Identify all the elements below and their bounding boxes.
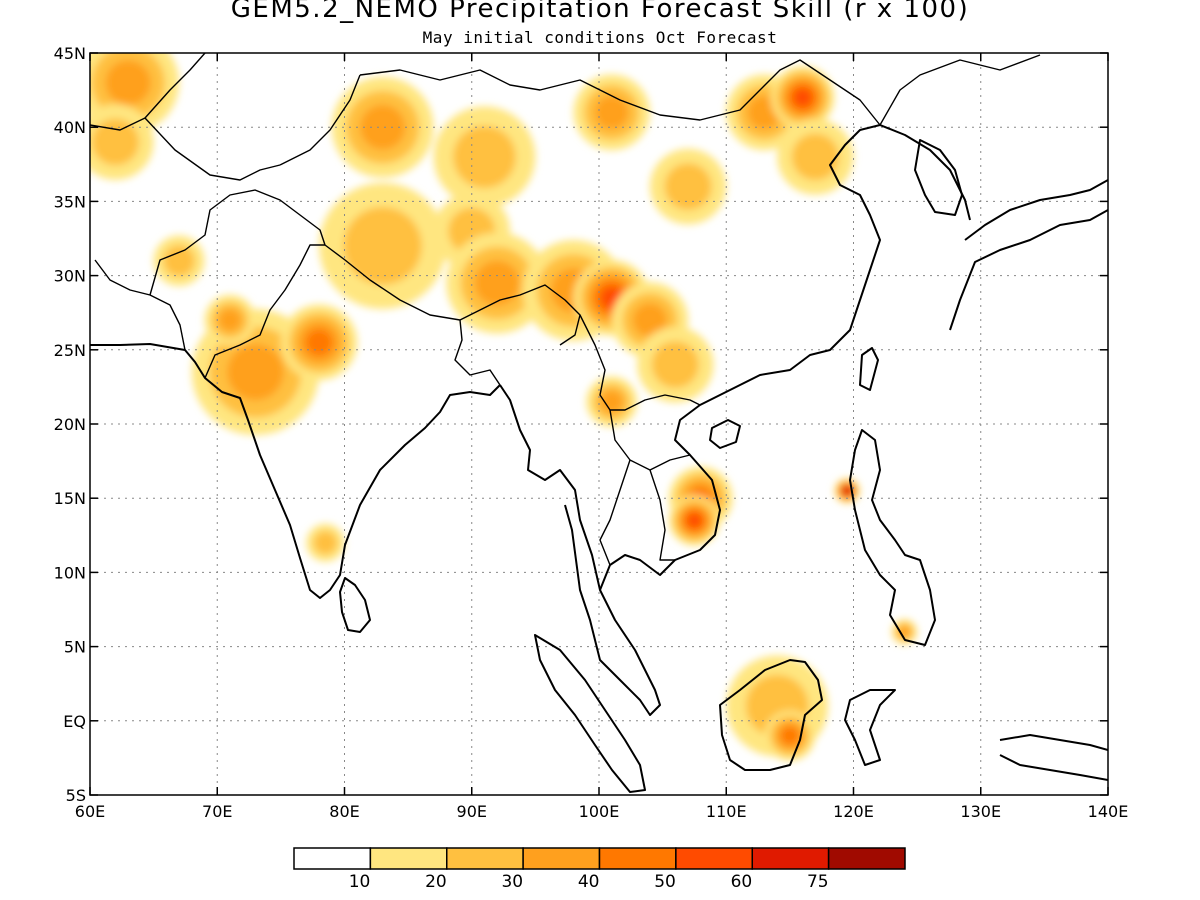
skill-region-5-band-3 — [218, 308, 242, 332]
country-border-layer — [90, 53, 1041, 566]
colorbar-swatch-1 — [369, 847, 448, 870]
x-tick-label: 110E — [706, 802, 747, 821]
colorbar-swatch-7 — [827, 847, 906, 870]
border-afghanistan — [149, 189, 326, 296]
colorbar-label: 50 — [654, 872, 676, 892]
x-tick-label: 120E — [833, 802, 874, 821]
korea-coastline — [914, 139, 963, 216]
gridlines — [90, 53, 1108, 795]
y-tick-label: EQ — [63, 712, 86, 731]
skill-region-3-band-3 — [227, 344, 284, 401]
skill-region-23-band-5 — [687, 513, 702, 528]
skill-region-8-band-3 — [360, 104, 406, 150]
malay-peninsula-coastline — [499, 384, 661, 716]
colorbar: 10 20 30 40 50 60 75 — [293, 847, 906, 892]
coastline-layer — [90, 124, 1108, 793]
sri-lanka-coastline — [339, 577, 371, 633]
skill-region-4-band-4 — [305, 329, 333, 356]
philippines-coastline — [849, 429, 936, 646]
colorbar-swatch-6 — [751, 847, 830, 870]
skill-region-14-band-3 — [632, 303, 667, 337]
colorbar-label: 10 — [349, 872, 371, 892]
border-central-asia — [144, 117, 281, 181]
border-thailand — [599, 459, 631, 566]
border-china-south — [579, 314, 701, 411]
skill-region-11-band-3 — [474, 260, 520, 306]
border-himalaya — [324, 244, 581, 346]
x-tick-label: 70E — [202, 802, 232, 821]
x-tick-label: 130E — [960, 802, 1001, 821]
x-tick-label: 80E — [329, 802, 359, 821]
taiwan-coastline — [859, 347, 879, 391]
y-tick-label: 45N — [54, 44, 86, 63]
skill-region-21-band-2 — [791, 133, 839, 181]
colorbar-label: 60 — [731, 872, 753, 892]
y-tick-label: 10N — [54, 563, 86, 582]
hainan-coastline — [709, 419, 741, 449]
china-coastline — [599, 124, 971, 591]
colorbar-swatch-5 — [675, 847, 753, 870]
skill-region-1-band-2 — [91, 118, 139, 166]
colorbar-swatch-2 — [446, 847, 524, 870]
colorbar-swatch-0 — [293, 847, 372, 870]
skill-region-0-band-3 — [105, 60, 151, 106]
y-tick-label: 40N — [54, 118, 86, 137]
border-northeast — [879, 54, 1041, 126]
skill-field-layer — [90, 53, 918, 761]
skill-field — [90, 53, 918, 761]
y-tick-label: 25N — [54, 341, 86, 360]
y-tick-label: 35N — [54, 192, 86, 211]
colorbar-label: 20 — [425, 872, 447, 892]
skill-region-18-band-2 — [664, 163, 712, 210]
skill-region-20-band-5 — [793, 88, 812, 107]
y-tick-label: 15N — [54, 489, 86, 508]
y-tick-label: 5S — [66, 786, 86, 805]
axes-layer: 60E 70E 80E 90E 100E 110E 120E 130E 140E 45N 40N 35… — [54, 44, 1129, 821]
map-title: GEM5.2_NEMO Precipitation Forecast Skill… — [230, 0, 970, 24]
skill-region-7-band-2 — [343, 207, 422, 285]
skill-region-15-band-2 — [651, 341, 699, 388]
x-tick-label: 90E — [457, 802, 487, 821]
skill-region-9-band-2 — [453, 125, 516, 188]
skill-region-25-band-4 — [781, 726, 799, 745]
borneo-coastline — [719, 659, 823, 771]
colorbar-swatch-4 — [598, 847, 677, 870]
y-tick-label: 20N — [54, 415, 86, 434]
y-tick-label: 5N — [64, 638, 86, 657]
skill-region-6-band-2 — [313, 531, 338, 555]
sumatra-coastline — [534, 634, 646, 793]
border-mongolia — [359, 59, 881, 126]
india-coastline — [90, 343, 501, 599]
skill-region-26-band-6 — [841, 484, 854, 497]
x-tick-label: 100E — [579, 802, 620, 821]
border-kazakh — [279, 74, 361, 166]
border-caspian — [90, 53, 206, 131]
border-india-pakistan — [204, 244, 325, 379]
skill-region-17-band-3 — [594, 95, 629, 130]
border-bangladesh — [454, 319, 501, 386]
skill-region-2-band-2 — [163, 245, 195, 277]
new-guinea-coastline — [999, 734, 1108, 781]
y-tick-label: 30N — [54, 267, 86, 286]
skill-region-16-band-3 — [600, 390, 624, 413]
colorbar-label: 75 — [807, 872, 829, 892]
sulawesi-coastline — [844, 689, 896, 766]
map-subtitle: May initial conditions Oct Forecast — [422, 28, 778, 47]
x-tick-label: 60E — [75, 802, 105, 821]
colorbar-label: 30 — [501, 872, 523, 892]
colorbar-label: 40 — [578, 872, 600, 892]
x-tick-label: 140E — [1088, 802, 1129, 821]
border-cambodia — [649, 469, 675, 561]
colorbar-swatch-3 — [522, 847, 601, 870]
japan-coastline — [949, 179, 1108, 331]
border-laos — [609, 409, 691, 471]
